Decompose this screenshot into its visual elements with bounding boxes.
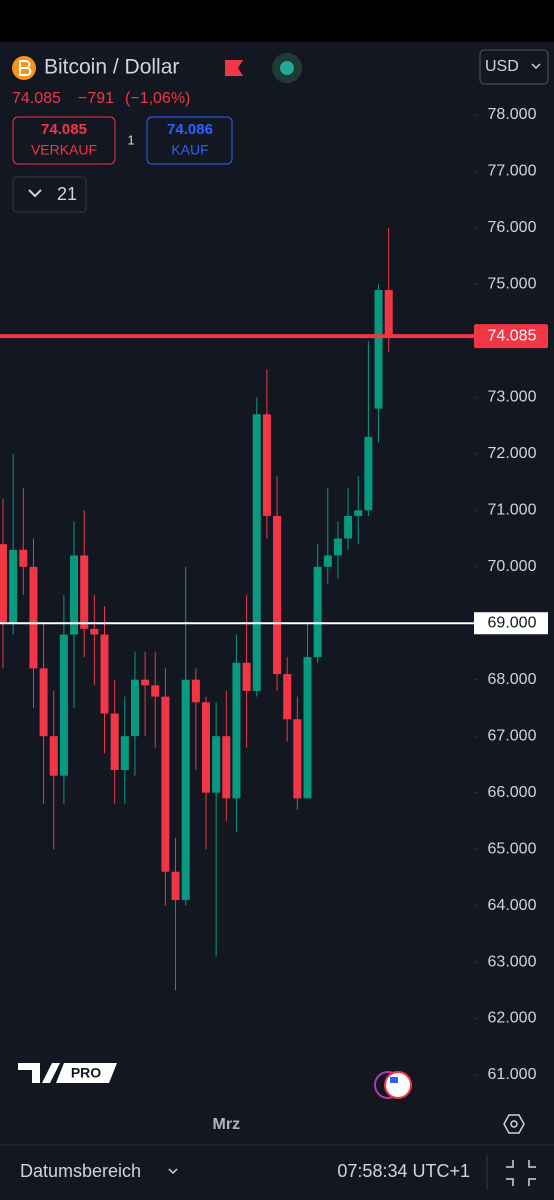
candle-body [333,538,342,556]
btc-glyph [19,60,32,76]
y-tick-label: 71.000 [488,502,537,519]
candle-body [364,436,373,511]
candle-body [39,668,48,737]
x-tick-label: Mrz [213,1116,241,1133]
candle-body [273,515,282,675]
range-caret [168,1168,178,1175]
quantity[interactable]: 1 [127,132,134,147]
y-tick-label: 62.000 [488,1010,537,1027]
candle-body [59,634,68,776]
y-tick-label: 68.000 [488,671,537,688]
change-pct: (−1,06%) [125,90,190,107]
event-flag[interactable] [384,1071,412,1099]
candle-body [110,713,119,771]
candle-body [151,685,160,697]
status-dot [280,61,294,75]
symbol[interactable]: Bitcoin / Dollar [44,56,179,79]
settings-hub [510,1120,518,1128]
interval-box[interactable] [12,176,87,213]
candle-body [283,674,292,720]
candle-body [141,679,150,686]
candle-body [384,290,393,337]
buy-label[interactable]: KAUF [171,142,208,158]
candle-body [303,657,312,799]
y-tick-label: 64.000 [488,897,537,914]
y-tick-label: 61.000 [488,1066,537,1083]
chart-area: 61.000 62.000 63.000 64.000 65.000 66.000 67.0… [0,106,548,1133]
level-tag [474,612,548,635]
level-label: 69.000 [488,614,537,631]
interval-caret [28,189,42,198]
footer-bar [0,1146,554,1200]
candle-body [293,719,302,799]
y-tick-label: 65.000 [488,840,537,857]
candle-body [29,566,38,669]
candle-body [252,414,261,691]
settings-icon[interactable] [503,1114,525,1134]
candle-body [19,549,28,567]
candle-body [120,736,129,771]
y-tick-label: 77.000 [488,163,537,180]
sell-label[interactable]: VERKAUF [31,142,97,158]
price-label: 74.085 [488,327,537,344]
candle-body [232,662,241,799]
candle-body [161,696,170,872]
candle-body [222,736,231,799]
sell-button[interactable] [12,116,116,165]
date-range[interactable]: Datumsbereich [20,1161,141,1181]
y-tick-label: 72.000 [488,445,537,462]
candle-body [90,628,99,635]
candle-body [262,414,271,516]
price: 74.085 [12,90,61,107]
y-tick-label: 73.000 [488,389,537,406]
flag-icon[interactable] [225,60,243,76]
candle-body [242,662,251,691]
currency[interactable]: USD [485,58,519,75]
candle-body [171,871,180,900]
flag-canton [390,1077,398,1083]
buy-price[interactable]: 74.086 [167,121,213,138]
y-tick-label: 76.000 [488,219,537,236]
candle-body [313,566,322,658]
buy-button[interactable] [146,116,233,165]
candle-body [49,736,58,776]
candle-body [191,679,200,703]
change: −791 [78,90,114,107]
y-tick-label: 67.000 [488,727,537,744]
y-tick-label: 66.000 [488,784,537,801]
status-bar [0,0,554,42]
currency-caret [531,63,541,70]
y-tick-label: 78.000 [488,106,537,123]
candle-body [100,634,109,714]
candle-body [0,544,7,624]
candle-body [354,510,363,516]
candle-body [9,549,18,624]
pro-text: PRO [71,1065,101,1081]
sell-price[interactable]: 74.085 [41,121,87,138]
candle-body [374,290,383,409]
interval[interactable]: 21 [57,184,77,204]
candle-body [181,679,190,900]
candle-body [323,555,332,567]
y-tick-label: 75.000 [488,276,537,293]
tv-logo [18,1063,60,1083]
candle-body [344,515,353,539]
price-tag [474,324,548,349]
y-tick-label: 70.000 [488,558,537,575]
clock: 07:58:34 UTC+1 [337,1161,470,1181]
candle-body [80,555,89,629]
candle-body [202,702,210,793]
candle-body [70,555,79,635]
pro-badge [56,1063,117,1083]
y-tick-label: 63.000 [488,953,537,970]
candle-body [212,736,221,793]
currency-box[interactable] [479,49,549,85]
fullscreen-icon[interactable] [506,1160,536,1186]
candle-body [130,679,139,737]
